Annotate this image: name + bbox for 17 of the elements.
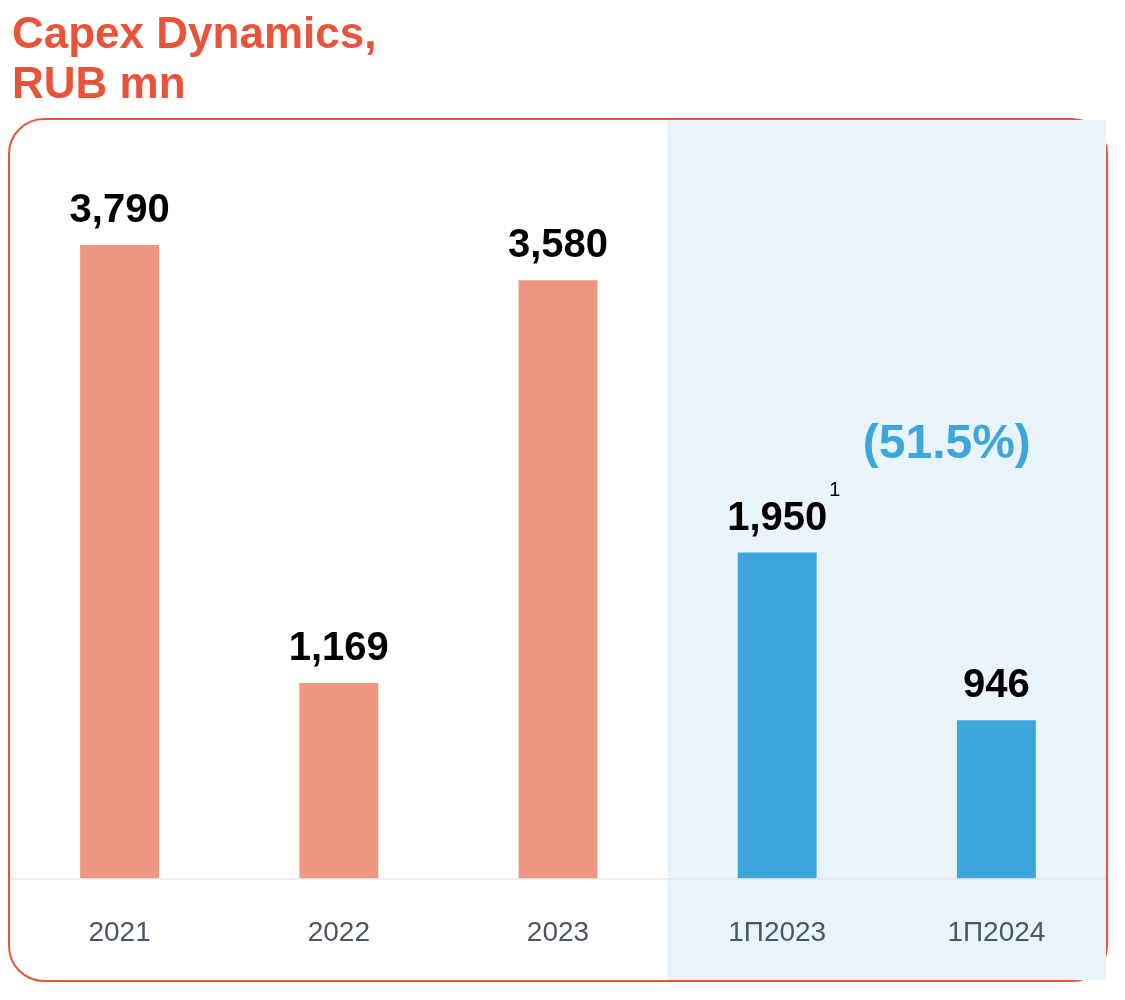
x-tick-label: 2021 — [88, 915, 151, 947]
data-label: 1,9501 — [727, 478, 841, 538]
data-label: 3,790 — [69, 186, 170, 231]
bar — [956, 720, 1036, 879]
chart-title: Capex Dynamics, RUB mn — [12, 8, 378, 108]
bar — [299, 683, 379, 879]
bar — [80, 245, 160, 879]
x-tick-label: 1П2023 — [728, 915, 827, 947]
x-tick-label: 1П2024 — [947, 915, 1046, 947]
x-tick-label: 2023 — [526, 915, 590, 947]
x-tick-label: 2022 — [307, 915, 370, 947]
data-label: 1,169 — [288, 624, 389, 669]
data-label: 3,580 — [507, 221, 609, 266]
bar — [737, 552, 817, 879]
data-label: 946 — [963, 661, 1030, 706]
bar — [518, 280, 598, 879]
annotation: (51.5%) — [862, 414, 1031, 468]
